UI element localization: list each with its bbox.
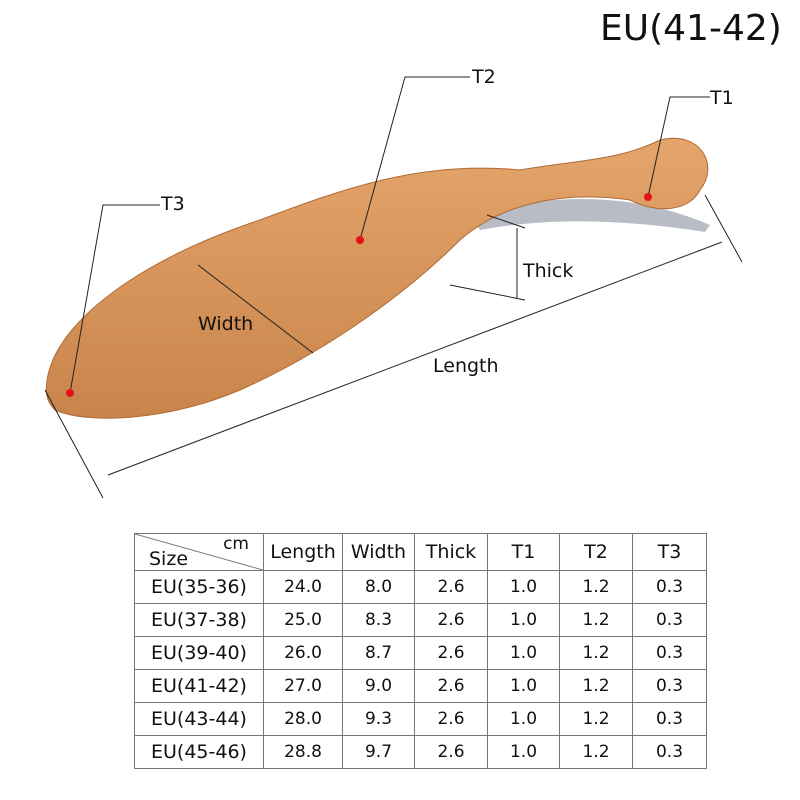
value-cell: 1.2 (559, 636, 633, 670)
value-cell: 2.6 (414, 702, 488, 736)
insole-image (45, 137, 709, 419)
header-length: Length (263, 533, 343, 571)
table-row: EU(39-40) 26.0 8.7 2.6 1.0 1.2 0.3 (134, 636, 707, 670)
size-cell: EU(41-42) (134, 669, 264, 703)
header-width: Width (342, 533, 415, 571)
measurement-markers (66, 193, 652, 397)
value-cell: 1.2 (559, 702, 633, 736)
corner-cell: cm Size (134, 533, 264, 571)
size-cell: EU(43-44) (134, 702, 264, 736)
table-row: EU(41-42) 27.0 9.0 2.6 1.0 1.2 0.3 (134, 669, 707, 703)
size-cell: EU(45-46) (134, 735, 264, 769)
value-cell: 0.3 (632, 669, 707, 703)
value-cell: 1.2 (559, 570, 633, 604)
table-row: EU(37-38) 25.0 8.3 2.6 1.0 1.2 0.3 (134, 603, 707, 637)
value-cell: 2.6 (414, 735, 488, 769)
value-cell: 2.6 (414, 570, 488, 604)
table-row: EU(45-46) 28.8 9.7 2.6 1.0 1.2 0.3 (134, 735, 707, 769)
value-cell: 1.2 (559, 735, 633, 769)
insole-diagram (44, 76, 743, 499)
value-cell: 1.0 (487, 702, 560, 736)
value-cell: 24.0 (263, 570, 343, 604)
value-cell: 8.3 (342, 603, 415, 637)
t2-marker (356, 236, 364, 244)
size-title: EU(41-42) (600, 8, 782, 49)
value-cell: 2.6 (414, 603, 488, 637)
value-cell: 0.3 (632, 735, 707, 769)
t1-label: T1 (710, 87, 734, 109)
value-cell: 28.8 (263, 735, 343, 769)
size-cell: EU(37-38) (134, 603, 264, 637)
value-cell: 0.3 (632, 570, 707, 604)
table-row: EU(43-44) 28.0 9.3 2.6 1.0 1.2 0.3 (134, 702, 707, 736)
header-thick: Thick (414, 533, 488, 571)
value-cell: 1.0 (487, 735, 560, 769)
table-row: EU(35-36) 24.0 8.0 2.6 1.0 1.2 0.3 (134, 570, 707, 604)
t1-marker (644, 193, 652, 201)
value-cell: 1.0 (487, 603, 560, 637)
value-cell: 9.3 (342, 702, 415, 736)
value-cell: 0.3 (632, 636, 707, 670)
value-cell: 8.7 (342, 636, 415, 670)
value-cell: 2.6 (414, 669, 488, 703)
t3-label: T3 (161, 193, 185, 215)
value-cell: 8.0 (342, 570, 415, 604)
value-cell: 2.6 (414, 636, 488, 670)
t3-marker (66, 389, 74, 397)
value-cell: 1.0 (487, 669, 560, 703)
size-table: cm Size Length Width Thick T1 T2 T3 EU(3… (134, 533, 707, 769)
corner-unit: cm (223, 534, 249, 554)
t2-label: T2 (472, 66, 496, 88)
value-cell: 1.0 (487, 636, 560, 670)
header-t3: T3 (632, 533, 707, 571)
width-label: Width (198, 313, 254, 335)
value-cell: 0.3 (632, 702, 707, 736)
value-cell: 9.0 (342, 669, 415, 703)
value-cell: 26.0 (263, 636, 343, 670)
length-label: Length (433, 355, 499, 377)
value-cell: 28.0 (263, 702, 343, 736)
value-cell: 0.3 (632, 603, 707, 637)
value-cell: 1.2 (559, 603, 633, 637)
size-cell: EU(35-36) (134, 570, 264, 604)
value-cell: 1.2 (559, 669, 633, 703)
value-cell: 25.0 (263, 603, 343, 637)
thick-label: Thick (523, 260, 574, 282)
header-t1: T1 (487, 533, 560, 571)
value-cell: 9.7 (342, 735, 415, 769)
table-header-row: cm Size Length Width Thick T1 T2 T3 (134, 533, 707, 571)
header-t2: T2 (559, 533, 633, 571)
value-cell: 1.0 (487, 570, 560, 604)
corner-size: Size (149, 548, 189, 570)
size-cell: EU(39-40) (134, 636, 264, 670)
value-cell: 27.0 (263, 669, 343, 703)
